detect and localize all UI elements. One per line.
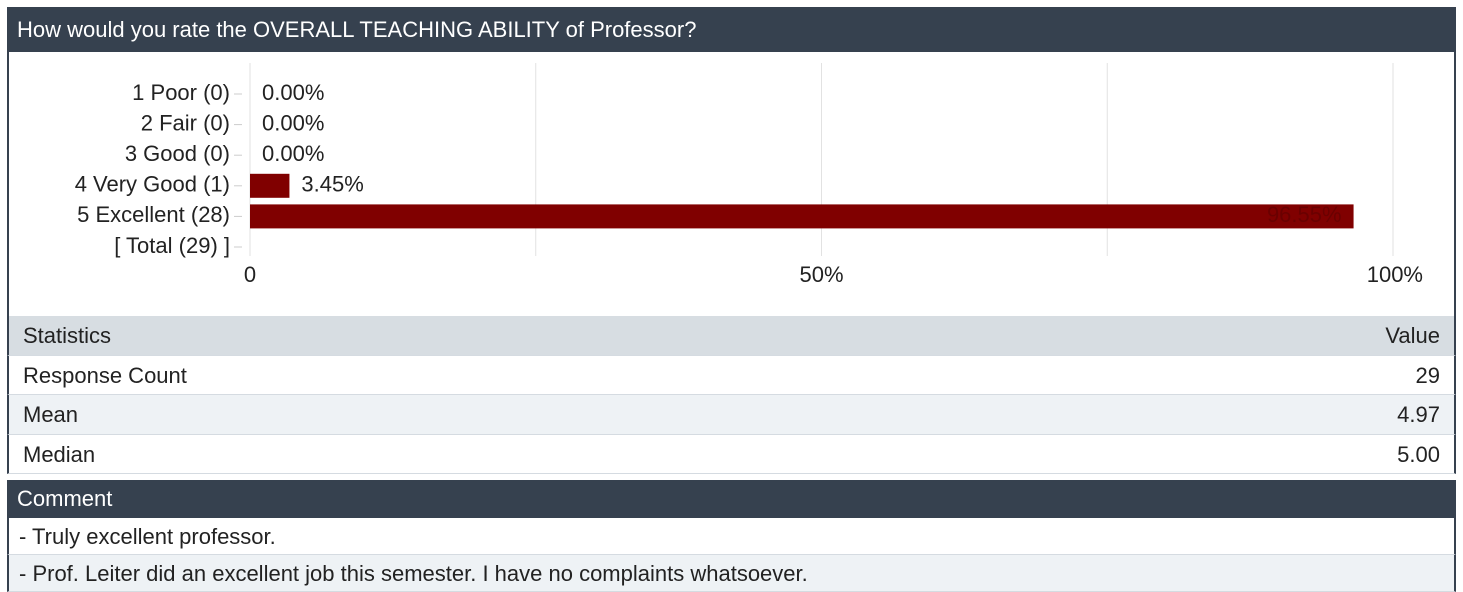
question-title: How would you rate the OVERALL TEACHING …: [7, 7, 1456, 52]
comment-row: - Truly excellent professor.: [7, 518, 1456, 555]
x-tick-label: 50%: [799, 262, 843, 287]
comment-title: Comment: [7, 480, 1456, 518]
table-row: Response Count 29: [7, 355, 1456, 395]
cell: - Truly excellent professor.: [19, 524, 276, 549]
cell: Statistics: [23, 323, 112, 348]
table-header: Statistics Value: [7, 316, 1456, 356]
cell: Mean: [23, 402, 79, 427]
bar: [250, 204, 1354, 229]
cell: - Prof. Leiter did an excellent job this…: [19, 561, 808, 586]
cell: Value: [1385, 323, 1440, 348]
cell: 5.00: [1397, 441, 1440, 467]
x-tick-label: 100%: [1367, 262, 1423, 287]
cell: Response Count: [23, 362, 187, 388]
cell: Median: [23, 441, 96, 467]
table-row: Median 5.00: [7, 434, 1456, 474]
comments: Comment - Truly excellent professor. - Pr…: [7, 480, 1456, 592]
cell: 29: [1415, 362, 1440, 388]
value-label: 96.55%: [1267, 202, 1342, 227]
comment-row: - Prof. Leiter did an excellent job this…: [7, 555, 1456, 592]
cell: 4.97: [1397, 402, 1440, 427]
category-label: 3 Good (0): [125, 141, 230, 166]
value-label: 3.45%: [301, 172, 363, 197]
category-label: [ Total (29) ]: [114, 233, 230, 258]
chart-box: 0 50% 100% 1 Poor (0) 0.00% 2 Fair (0) 0.00% 3 …: [7, 52, 1456, 316]
statistics-table: Statistics Value Response Count 29 Mean 4.97 M…: [7, 316, 1456, 474]
category-label: 1 Poor (0): [132, 80, 230, 105]
value-label: 0.00%: [262, 80, 324, 105]
value-label: 0.00%: [262, 110, 324, 135]
x-tick-label: 0: [244, 262, 256, 287]
report: How would you rate the OVERALL TEACHING …: [7, 7, 1456, 592]
category-label: 5 Excellent (28): [77, 202, 230, 227]
category-label: 4 Very Good (1): [75, 172, 230, 197]
value-label: 0.00%: [262, 141, 324, 166]
bar: [250, 173, 290, 198]
chart: 0 50% 100% 1 Poor (0) 0.00% 2 Fair (0) 0.00% 3 …: [75, 63, 1423, 287]
table-row: Mean 4.97: [7, 395, 1456, 435]
category-label: 2 Fair (0): [141, 110, 230, 135]
